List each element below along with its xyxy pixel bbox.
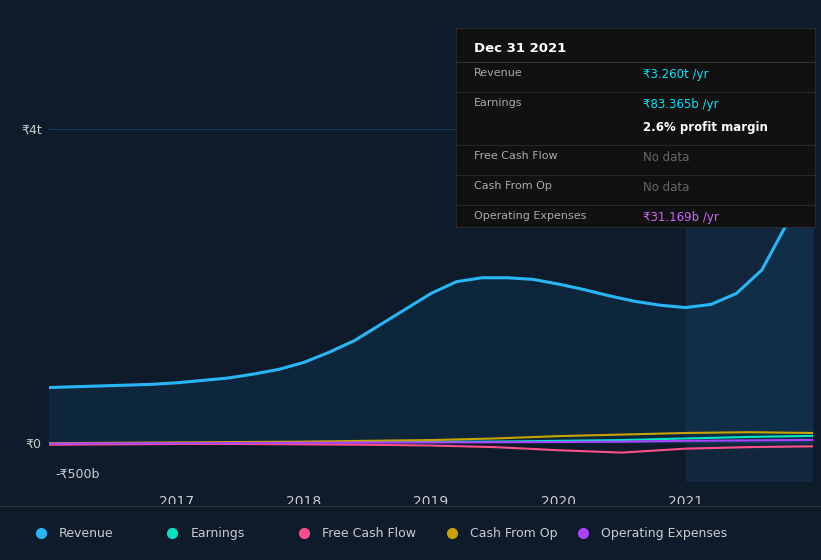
Text: Cash From Op: Cash From Op: [474, 181, 552, 191]
Text: ₹83.365b /yr: ₹83.365b /yr: [643, 97, 718, 110]
Text: No data: No data: [643, 181, 689, 194]
Bar: [686, 90, 813, 482]
Text: -₹500b: -₹500b: [56, 468, 100, 481]
Text: Free Cash Flow: Free Cash Flow: [474, 151, 557, 161]
Text: Operating Expenses: Operating Expenses: [474, 211, 586, 221]
Text: 2.6% profit margin: 2.6% profit margin: [643, 122, 768, 134]
Text: Earnings: Earnings: [190, 526, 245, 540]
Text: No data: No data: [643, 151, 689, 164]
Text: Revenue: Revenue: [59, 526, 114, 540]
Text: Dec 31 2021: Dec 31 2021: [474, 42, 566, 55]
Text: ₹31.169b /yr: ₹31.169b /yr: [643, 211, 718, 224]
Text: Free Cash Flow: Free Cash Flow: [322, 526, 415, 540]
Text: Cash From Op: Cash From Op: [470, 526, 557, 540]
Text: Revenue: Revenue: [474, 68, 522, 78]
Text: ₹3.260t /yr: ₹3.260t /yr: [643, 68, 709, 81]
Text: Operating Expenses: Operating Expenses: [601, 526, 727, 540]
Text: Earnings: Earnings: [474, 97, 522, 108]
